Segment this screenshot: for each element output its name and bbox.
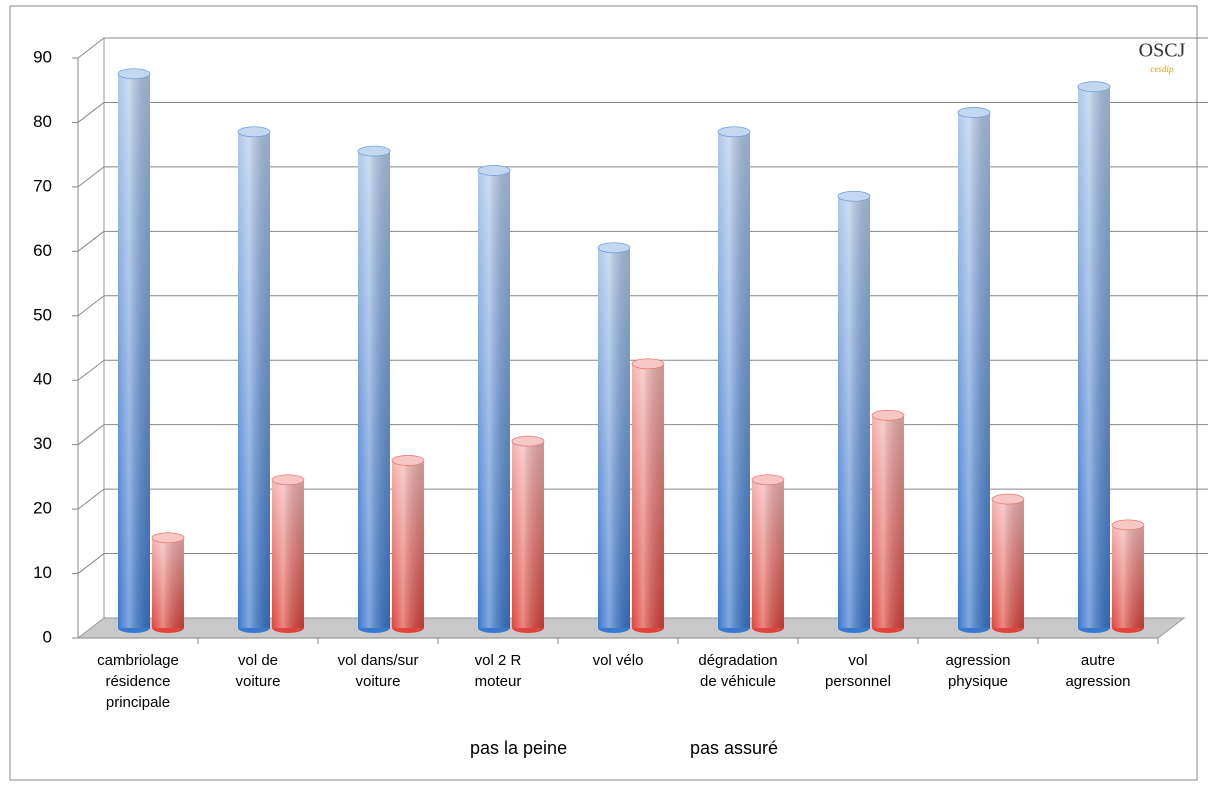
bar-top	[1111, 519, 1145, 531]
bar-top	[117, 68, 151, 80]
bar-shade	[838, 196, 870, 628]
logo-sub: cesdip	[1151, 64, 1174, 74]
bar-top	[631, 358, 665, 370]
bar-shade	[752, 479, 784, 628]
x-tick-label: vol 2 R moteur	[474, 652, 522, 690]
legend-label: pas la peine	[470, 738, 568, 758]
y-tick-label: 80	[33, 112, 52, 131]
grid-line	[77, 102, 105, 123]
bar-shade	[392, 460, 424, 628]
grid-line	[77, 230, 105, 252]
y-tick-label: 0	[43, 627, 52, 646]
y-tick-label: 20	[33, 499, 52, 518]
grid-line	[77, 553, 105, 574]
x-tick-label: dégradation de véhicule	[698, 652, 778, 690]
bar-top	[957, 107, 991, 118]
grid-line	[77, 424, 105, 446]
grid-line	[77, 37, 105, 59]
y-tick-label: 70	[33, 176, 52, 195]
y-tick-label: 60	[33, 241, 52, 260]
grid-line	[77, 166, 105, 188]
y-tick-label: 10	[33, 563, 52, 582]
x-tick-label: autre agression	[1065, 652, 1131, 690]
bar-shade	[718, 131, 750, 628]
bar-shade	[1078, 86, 1110, 628]
grid-line	[77, 295, 105, 317]
bar-shade	[632, 363, 664, 628]
y-tick-label: 30	[33, 434, 52, 453]
bar-shade	[958, 112, 990, 628]
bar-shade	[238, 131, 270, 628]
logo: OSCJ	[1139, 40, 1186, 62]
bar-top	[837, 190, 871, 202]
bar-top	[751, 474, 785, 486]
bar-shade	[118, 73, 150, 629]
bar-shade	[1112, 524, 1144, 628]
bar-shade	[992, 499, 1024, 628]
bar-top	[271, 474, 305, 486]
grid-line	[77, 488, 105, 510]
x-tick-label: vol personnel	[825, 652, 891, 690]
bar-top	[871, 409, 905, 421]
bar-top	[511, 435, 545, 447]
bar-shade	[598, 247, 630, 628]
bar-top	[237, 126, 271, 138]
y-tick-label: 50	[33, 305, 52, 324]
x-tick-label: vol dans/sur voiture	[337, 652, 419, 690]
bar-top	[391, 455, 425, 466]
x-tick-label: vol de voiture	[235, 652, 281, 690]
bar-shade	[478, 170, 510, 628]
bar-shade	[358, 151, 390, 628]
y-tick-label: 90	[33, 47, 52, 66]
bar-top	[717, 126, 751, 138]
bar-shade	[512, 441, 544, 628]
y-tick-label: 40	[33, 370, 52, 389]
bar-top	[151, 532, 185, 544]
legend-label: pas assuré	[690, 738, 779, 758]
bar-top	[357, 145, 391, 157]
bar-top	[477, 165, 511, 176]
bar-shade	[272, 479, 304, 628]
x-tick-label: agression physique	[945, 652, 1011, 690]
grid-line	[77, 359, 105, 381]
x-tick-label: cambriolage résidence principale	[97, 652, 179, 711]
bar-shade	[152, 537, 184, 628]
bar-shade	[872, 415, 904, 628]
bar-top	[1077, 81, 1111, 93]
bar-top	[597, 242, 631, 254]
x-tick-label: vol vélo	[592, 652, 644, 669]
bar-top	[991, 493, 1025, 505]
